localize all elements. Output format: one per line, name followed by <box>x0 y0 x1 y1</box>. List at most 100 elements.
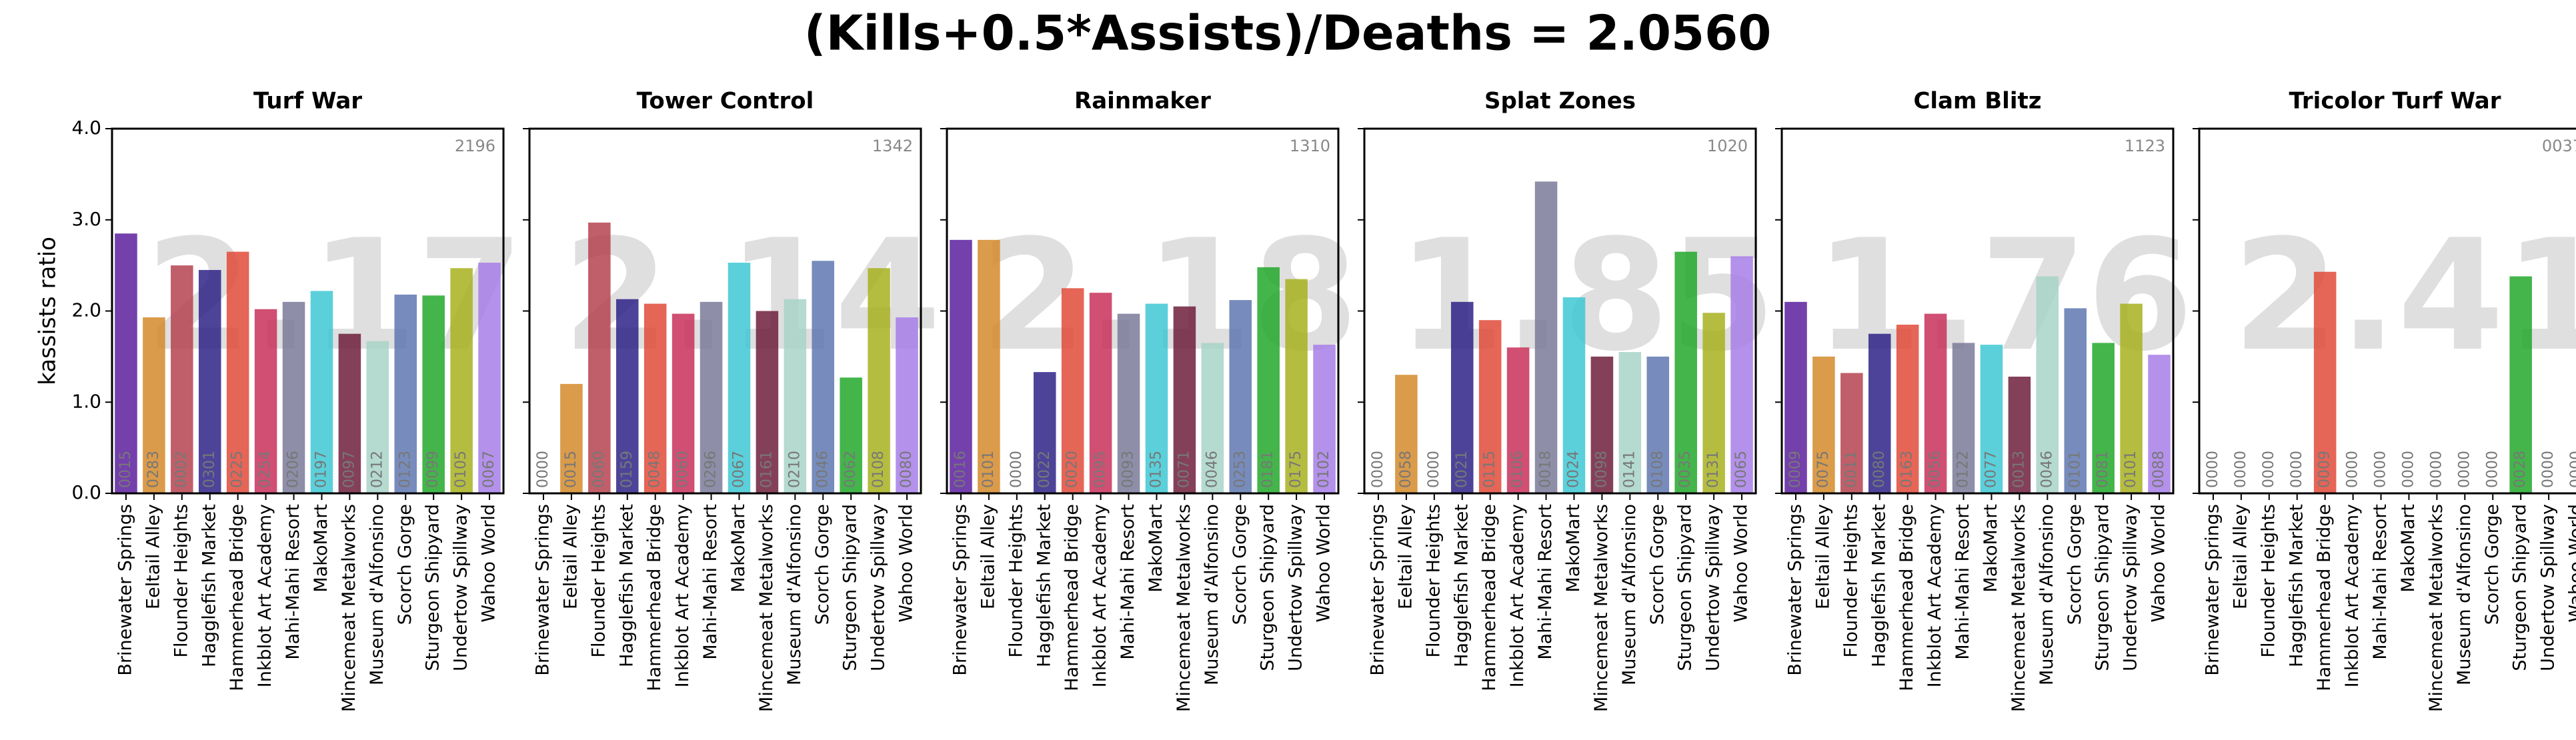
x-tick-label: Mincemeat Metalworks <box>339 504 359 712</box>
total-count: 1342 <box>872 137 913 155</box>
x-tick-label: Museum d'Alfonsino <box>2037 504 2057 685</box>
x-tick-label: Eeltail Alley <box>1812 504 1833 609</box>
x-tick-label: Hammerhead Bridge <box>1479 504 1500 691</box>
bar <box>1395 375 1418 493</box>
bar <box>1478 320 1502 493</box>
x-tick-label: Inkblot Art Academy <box>1090 504 1110 687</box>
bar <box>756 311 779 493</box>
bar-count: 0000 <box>1370 451 1386 488</box>
x-tick-label: Eeltail Alley <box>1395 504 1416 609</box>
bar-count: 0099 <box>425 451 441 488</box>
x-tick-label: Museum d'Alfonsino <box>2454 504 2475 685</box>
x-tick-label: Flounder Heights <box>2258 504 2279 658</box>
bar <box>1257 267 1280 493</box>
x-tick-label: Hagglefish Market <box>616 504 637 667</box>
y-tick-label: 2.0 <box>71 299 101 321</box>
bar-count: 0016 <box>952 451 969 488</box>
bar-count: 0115 <box>1482 451 1498 488</box>
x-tick-label: Inkblot Art Academy <box>2342 504 2363 687</box>
x-tick-label: Flounder Heights <box>171 504 191 658</box>
bar-count: 0175 <box>1288 451 1304 488</box>
bar-count: 0254 <box>257 451 274 488</box>
bar-count: 0123 <box>397 451 413 488</box>
x-tick-label: Scorch Gorge <box>2065 504 2085 625</box>
bar <box>868 268 890 493</box>
x-tick-label: Wahoo World <box>1314 504 1334 623</box>
bar <box>198 269 221 493</box>
x-tick-label: MakoMart <box>2398 504 2419 593</box>
bar <box>366 341 389 493</box>
x-tick-label: Museum d'Alfonsino <box>367 504 387 685</box>
bar-count: 0206 <box>285 451 302 488</box>
bar-count: 0000 <box>1426 451 1442 488</box>
bar-count: 0065 <box>1733 451 1750 488</box>
bar <box>1840 373 1863 493</box>
x-tick-label: Eeltail Alley <box>560 504 581 609</box>
bar <box>1313 345 1336 493</box>
x-tick-label: Scorch Gorge <box>2482 504 2503 625</box>
bar-count: 0022 <box>1036 451 1053 488</box>
bar <box>450 268 473 493</box>
panel-title: Tower Control <box>637 88 814 115</box>
x-tick-label: Mahi-Mahi Resort <box>1118 504 1138 660</box>
bar <box>643 303 667 493</box>
x-tick-label: Mincemeat Metalworks <box>1591 504 1612 712</box>
x-tick-label: Undertow Spillway <box>451 504 471 671</box>
x-tick-label: MakoMart <box>728 504 749 593</box>
bar-count: 0024 <box>1565 451 1582 488</box>
bar <box>1562 297 1586 493</box>
x-tick-label: Flounder Heights <box>1840 504 1861 658</box>
x-tick-label: Scorch Gorge <box>1230 504 1250 625</box>
plot-frame <box>946 127 1340 495</box>
bar-count: 0101 <box>2123 451 2139 488</box>
x-tick-label: Hagglefish Market <box>1868 504 1889 667</box>
bar-count: 0009 <box>2317 451 2333 488</box>
bar <box>1117 313 1140 493</box>
bar <box>394 294 417 493</box>
x-tick-label: Mincemeat Metalworks <box>2009 504 2029 712</box>
bar <box>282 301 305 493</box>
x-tick-label: Brinewater Springs <box>532 504 553 676</box>
y-tick-label: 4.0 <box>71 117 101 139</box>
bar-count: 0135 <box>1148 451 1164 488</box>
bar-count: 0181 <box>1260 451 1276 488</box>
bar <box>1730 256 1753 493</box>
bar <box>728 263 751 493</box>
bar <box>2036 276 2059 493</box>
bar-count: 0000 <box>2456 451 2473 488</box>
x-tick-label: Hagglefish Market <box>1034 504 1054 667</box>
bar-count: 0161 <box>758 451 775 488</box>
bar-count: 0020 <box>1064 451 1081 488</box>
bar <box>1618 352 1642 493</box>
bar <box>310 291 333 493</box>
x-tick-label: Brinewater Springs <box>1784 504 1805 676</box>
bar <box>615 299 639 493</box>
x-tick-label: Eeltail Alley <box>143 504 163 609</box>
x-tick-label: Hammerhead Bridge <box>227 504 247 691</box>
bar-count: 0163 <box>1899 451 1916 488</box>
bar <box>588 222 611 493</box>
bar-count: 0296 <box>703 451 720 488</box>
bar-count: 0210 <box>786 451 803 488</box>
x-tick-label: Scorch Gorge <box>395 504 415 625</box>
x-tick-label: Hagglefish Market <box>199 504 219 667</box>
bar <box>812 261 835 493</box>
plot-frame <box>2198 127 2576 495</box>
x-tick-label: Flounder Heights <box>1006 504 1026 658</box>
x-tick-label: Sturgeon Shipyard <box>423 504 443 671</box>
bar-count: 0046 <box>2039 451 2055 488</box>
x-tick-label: Inkblot Art Academy <box>255 504 275 687</box>
y-axis-label: kassists ratio <box>35 237 61 385</box>
bar <box>2008 376 2031 493</box>
x-tick-label: Sturgeon Shipyard <box>1258 504 1278 671</box>
figure-title: (Kills+0.5*Assists)/Deaths = 2.0560 <box>804 5 1772 61</box>
x-tick-label: Hagglefish Market <box>1451 504 1472 667</box>
x-tick-label: Museum d'Alfonsino <box>1202 504 1222 685</box>
bar-count: 0062 <box>842 451 859 488</box>
panel-title: Splat Zones <box>1484 88 1636 115</box>
bar <box>784 299 807 493</box>
bar-count: 0088 <box>2151 451 2167 488</box>
bar-count: 0253 <box>1232 451 1248 488</box>
x-tick-label: Sturgeon Shipyard <box>840 504 861 671</box>
x-tick-label: Flounder Heights <box>1423 504 1444 658</box>
